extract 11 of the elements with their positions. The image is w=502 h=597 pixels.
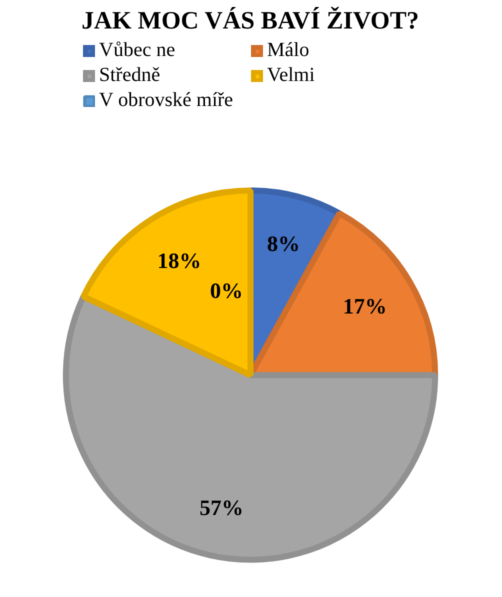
data-label: 8%	[267, 231, 300, 256]
legend-label: Málo	[267, 39, 310, 62]
text: 0%	[210, 278, 243, 303]
data-label: 18%	[157, 248, 202, 273]
legend-label: Velmi	[267, 64, 316, 87]
chart-title: JAK MOC VÁS BAVÍ ŽIVOT?	[82, 6, 420, 34]
legend-label: V obrovské míře	[99, 89, 234, 112]
legend-label: Vůbec ne	[99, 39, 176, 62]
legend-label: Středně	[99, 64, 162, 87]
data-label: 17%	[342, 294, 387, 318]
data-label: 57%	[200, 495, 244, 520]
